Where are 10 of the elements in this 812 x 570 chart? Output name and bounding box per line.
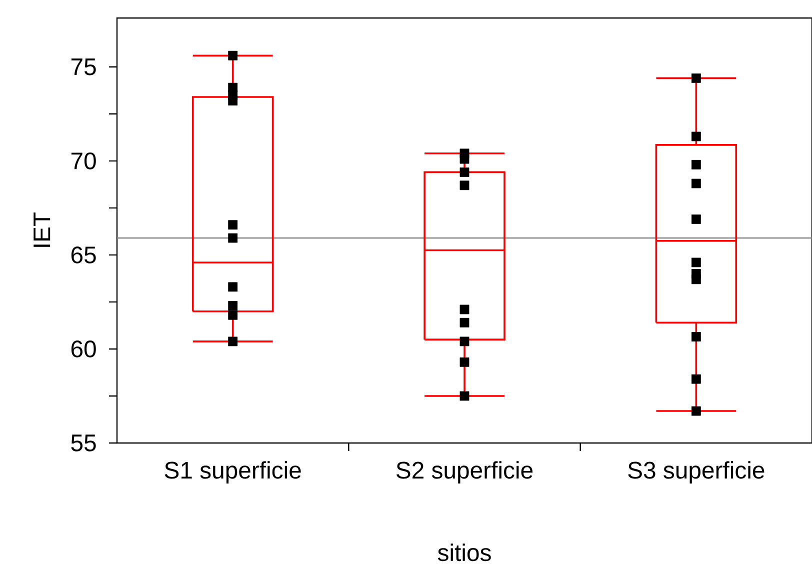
y-tick-label: 65 xyxy=(71,246,96,264)
x-tick-label: S2 superficie xyxy=(396,461,533,484)
x-axis-title: sitios xyxy=(438,544,491,562)
x-tick-label: S1 superficie xyxy=(164,461,301,484)
y-tick-label: 70 xyxy=(71,152,96,170)
y-tick-label: 55 xyxy=(71,434,96,452)
y-tick-label: 75 xyxy=(71,58,96,76)
y-axis-title: IET xyxy=(34,212,50,247)
y-tick-label: 60 xyxy=(71,340,96,358)
x-tick-label: S3 superficie xyxy=(628,461,764,484)
